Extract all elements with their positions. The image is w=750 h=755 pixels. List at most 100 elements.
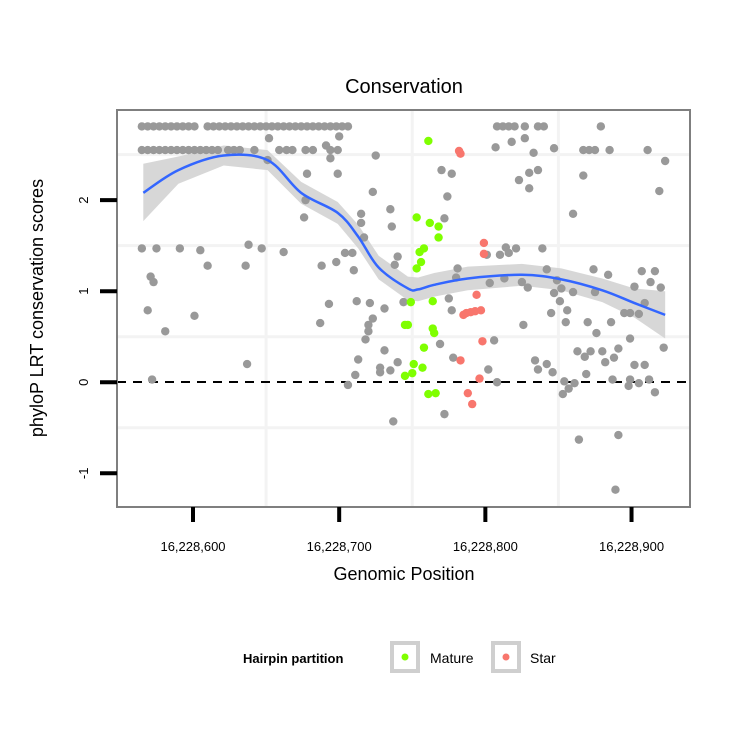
point-other [299, 213, 309, 222]
point-other [453, 264, 462, 273]
point-other [149, 277, 158, 287]
legend-marker-mature [401, 653, 409, 661]
smooth-line [142, 153, 666, 317]
point-other [484, 365, 493, 374]
point-other [314, 122, 323, 131]
point-other [598, 347, 607, 356]
point-mature [425, 218, 435, 228]
point-other [302, 169, 312, 178]
point-star [478, 337, 487, 346]
legend-label-mature: Mature [430, 650, 474, 666]
point-other [387, 222, 397, 231]
point-other [308, 122, 318, 131]
point-other [393, 252, 402, 261]
point-other [364, 327, 373, 336]
point-other [201, 145, 211, 155]
point-other [209, 122, 218, 131]
point-other [519, 320, 528, 330]
point-other [533, 122, 543, 131]
point-other [196, 246, 205, 255]
point-other [603, 270, 613, 280]
point-other [634, 309, 644, 319]
point-other [143, 145, 152, 155]
point-other [296, 122, 306, 131]
x-tick-label: 16,228,700 [307, 539, 372, 554]
point-other [333, 145, 342, 155]
point-other [241, 261, 250, 270]
point-other [440, 409, 449, 419]
point-other [507, 137, 516, 147]
point-other [235, 145, 244, 155]
point-other [525, 184, 534, 193]
point-other [149, 145, 158, 155]
legend-label-star: Star [530, 650, 556, 666]
point-other [161, 145, 170, 155]
point-other [371, 151, 380, 160]
point-other [584, 145, 594, 155]
smooth-curve [142, 153, 666, 317]
point-other [356, 218, 366, 228]
point-other [606, 317, 616, 327]
point-other [546, 308, 556, 318]
points [137, 122, 670, 494]
point-other [447, 306, 456, 315]
legend-title: Hairpin partition [243, 651, 343, 666]
point-other [184, 122, 193, 131]
point-star [463, 388, 473, 398]
point-other [589, 265, 598, 274]
point-other [640, 360, 649, 370]
confidence-band-area [143, 145, 666, 339]
point-other [520, 122, 530, 131]
point-other [646, 277, 655, 287]
point-other [368, 187, 378, 197]
legend: Hairpin partition Mature Star [243, 641, 556, 673]
point-other [650, 388, 660, 397]
point-other [203, 261, 212, 270]
point-other [220, 122, 230, 131]
point-other [386, 366, 395, 375]
point-other [321, 141, 331, 150]
point-mature [418, 363, 427, 372]
point-other [443, 192, 452, 201]
point-star [472, 290, 481, 300]
point-star [479, 238, 489, 248]
point-other [155, 145, 164, 155]
point-other [624, 381, 633, 391]
point-other [448, 353, 458, 362]
point-other [282, 145, 291, 155]
point-other [608, 375, 617, 384]
point-other [520, 134, 530, 143]
point-other [380, 346, 389, 355]
point-other [317, 261, 326, 270]
point-other [250, 145, 259, 155]
point-other [178, 145, 187, 155]
point-other [557, 284, 566, 293]
point-other [542, 265, 551, 274]
point-other [514, 175, 524, 185]
point-other [301, 145, 310, 155]
point-other [579, 171, 588, 180]
point-other [539, 122, 549, 131]
point-other [549, 144, 559, 153]
point-other [250, 122, 259, 131]
point-other [625, 308, 635, 318]
point-mature [406, 297, 416, 307]
point-other [614, 430, 623, 440]
point-other [650, 266, 660, 276]
point-other [533, 365, 543, 374]
legend-marker-star [502, 653, 510, 661]
x-axis-label: Genomic Position [333, 564, 474, 584]
point-mature [409, 359, 418, 369]
point-mature [431, 388, 440, 398]
point-other [256, 122, 265, 131]
point-other [492, 378, 502, 387]
panel-border [116, 109, 691, 508]
point-mature [400, 371, 410, 381]
point-other [257, 244, 266, 253]
point-other [630, 360, 639, 370]
point-other [492, 122, 502, 131]
point-mature [429, 328, 439, 338]
point-other [326, 122, 335, 131]
point-other [620, 308, 629, 318]
point-other [630, 282, 639, 291]
